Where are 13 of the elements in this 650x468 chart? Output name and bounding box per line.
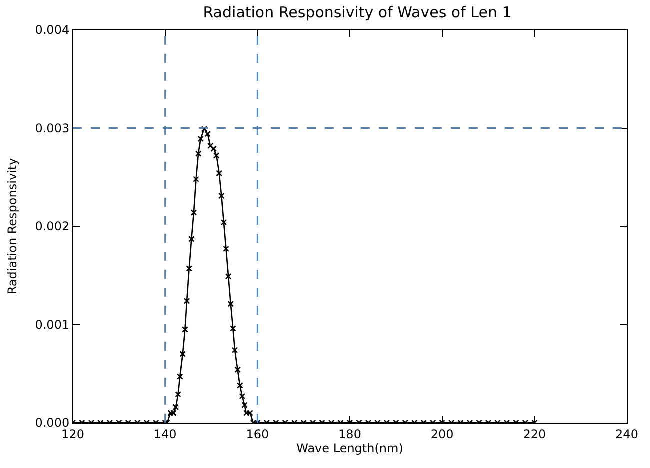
x-tick-label: 240 — [616, 427, 638, 442]
y-axis-title: Radiation Responsivity — [6, 158, 20, 295]
x-tick-label: 200 — [430, 427, 454, 442]
y-tick-label: 0.004 — [35, 23, 70, 38]
chart-title: Radiation Responsivity of Waves of Len 1 — [203, 4, 512, 22]
y-tick-label: 0.002 — [35, 220, 70, 234]
x-tick-label: 220 — [523, 427, 546, 442]
y-tick-label: 0.003 — [35, 121, 70, 136]
x-tick-label: 140 — [154, 427, 177, 442]
y-tick-label: 0.001 — [35, 318, 70, 332]
x-axis-title: Wave Length(nm) — [296, 441, 404, 456]
x-tick-label: 160 — [246, 427, 270, 442]
x-tick-label: 180 — [338, 427, 362, 442]
